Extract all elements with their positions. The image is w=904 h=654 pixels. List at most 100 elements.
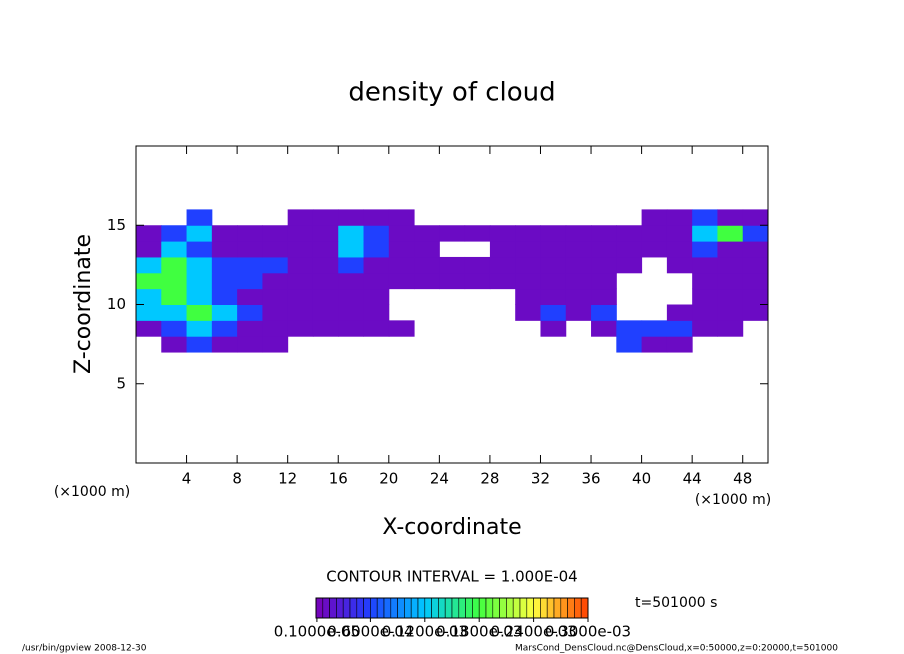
cell <box>262 320 289 337</box>
cell <box>692 256 718 274</box>
colorbar-step <box>370 597 378 619</box>
cell <box>312 225 339 242</box>
cell <box>211 304 238 321</box>
cell <box>287 320 314 337</box>
contour-interval: CONTOUR INTERVAL = 1.000E-04 <box>326 568 577 586</box>
cell <box>515 272 541 290</box>
y-unit: (×1000 m) <box>54 484 130 500</box>
x-tick-label: 4 <box>182 470 192 488</box>
cell <box>136 225 162 242</box>
cell <box>287 241 314 258</box>
cell <box>742 256 769 274</box>
y-axis-label: Z-coordinate <box>71 234 96 374</box>
x-tick-label: 48 <box>733 470 752 488</box>
cell <box>616 256 643 274</box>
x-tick-label: 40 <box>632 470 651 488</box>
cell <box>414 272 440 290</box>
colorbar-tick-label: 0.1200e-03 <box>382 623 468 641</box>
colorbar-step <box>533 597 541 619</box>
cell <box>312 256 339 274</box>
colorbar-step <box>322 597 330 619</box>
cell <box>616 241 643 258</box>
colorbar-frame <box>315 597 589 619</box>
cell <box>591 288 617 305</box>
cell <box>565 241 592 258</box>
x-tick-label: 32 <box>531 470 550 488</box>
colorbar-step <box>329 597 337 619</box>
colorbar-step <box>574 597 582 619</box>
cell <box>161 272 188 290</box>
colorbar-step <box>315 597 324 619</box>
cell <box>388 256 415 274</box>
colorbar-step <box>383 597 392 619</box>
colorbar-step <box>397 597 405 619</box>
cell <box>439 272 466 290</box>
cell <box>540 241 567 258</box>
cell <box>414 225 440 242</box>
cell <box>186 320 213 337</box>
cell <box>692 304 718 321</box>
cell <box>287 256 314 274</box>
cell <box>338 256 365 274</box>
cell <box>262 241 289 258</box>
cell <box>692 225 718 242</box>
cell <box>742 304 769 321</box>
cell <box>414 256 440 274</box>
x-tick-label: 44 <box>683 470 702 488</box>
cell <box>717 209 744 226</box>
cell <box>717 304 744 321</box>
cell <box>540 225 567 242</box>
cell <box>439 225 466 242</box>
cell <box>237 304 263 321</box>
cell <box>641 225 668 242</box>
cell <box>692 241 718 258</box>
cell <box>717 272 744 290</box>
colorbar-step <box>553 597 562 619</box>
cell <box>338 320 365 337</box>
cell <box>363 288 390 305</box>
cell <box>211 256 238 274</box>
cell <box>591 241 617 258</box>
cell <box>515 288 541 305</box>
cell <box>363 304 390 321</box>
y-tick-label: 10 <box>107 295 126 313</box>
cell <box>161 320 188 337</box>
cell <box>363 272 390 290</box>
cell <box>338 209 365 226</box>
cell <box>186 272 213 290</box>
colorbar-step <box>431 597 439 619</box>
cell <box>161 256 188 274</box>
cell <box>540 288 567 305</box>
cell <box>161 225 188 242</box>
colorbar-step <box>390 597 398 619</box>
cell <box>464 272 491 290</box>
cell <box>136 256 162 274</box>
colorbar-step <box>546 597 555 619</box>
cell <box>237 320 263 337</box>
colorbar-step <box>506 597 514 619</box>
colorbar-step <box>540 597 548 619</box>
cell <box>211 288 238 305</box>
cell <box>186 304 213 321</box>
cell <box>717 320 744 337</box>
cell <box>388 320 415 337</box>
colorbar-step <box>376 597 385 619</box>
cell <box>489 256 516 274</box>
cell <box>136 304 162 321</box>
cell <box>515 225 541 242</box>
cell <box>692 320 718 337</box>
x-unit: (×1000 m) <box>695 492 771 508</box>
cell <box>515 304 541 321</box>
cell <box>388 272 415 290</box>
colorbar-step <box>438 597 446 619</box>
cell <box>312 241 339 258</box>
colorbar-step <box>451 597 460 619</box>
cell <box>414 241 440 258</box>
cell <box>641 241 668 258</box>
colorbar-step <box>472 597 480 619</box>
colorbar-step <box>417 597 426 619</box>
colorbar-tick-label: 0.1800e-03 <box>436 623 522 641</box>
cell <box>388 225 415 242</box>
cell <box>591 320 617 337</box>
cell <box>641 336 668 353</box>
